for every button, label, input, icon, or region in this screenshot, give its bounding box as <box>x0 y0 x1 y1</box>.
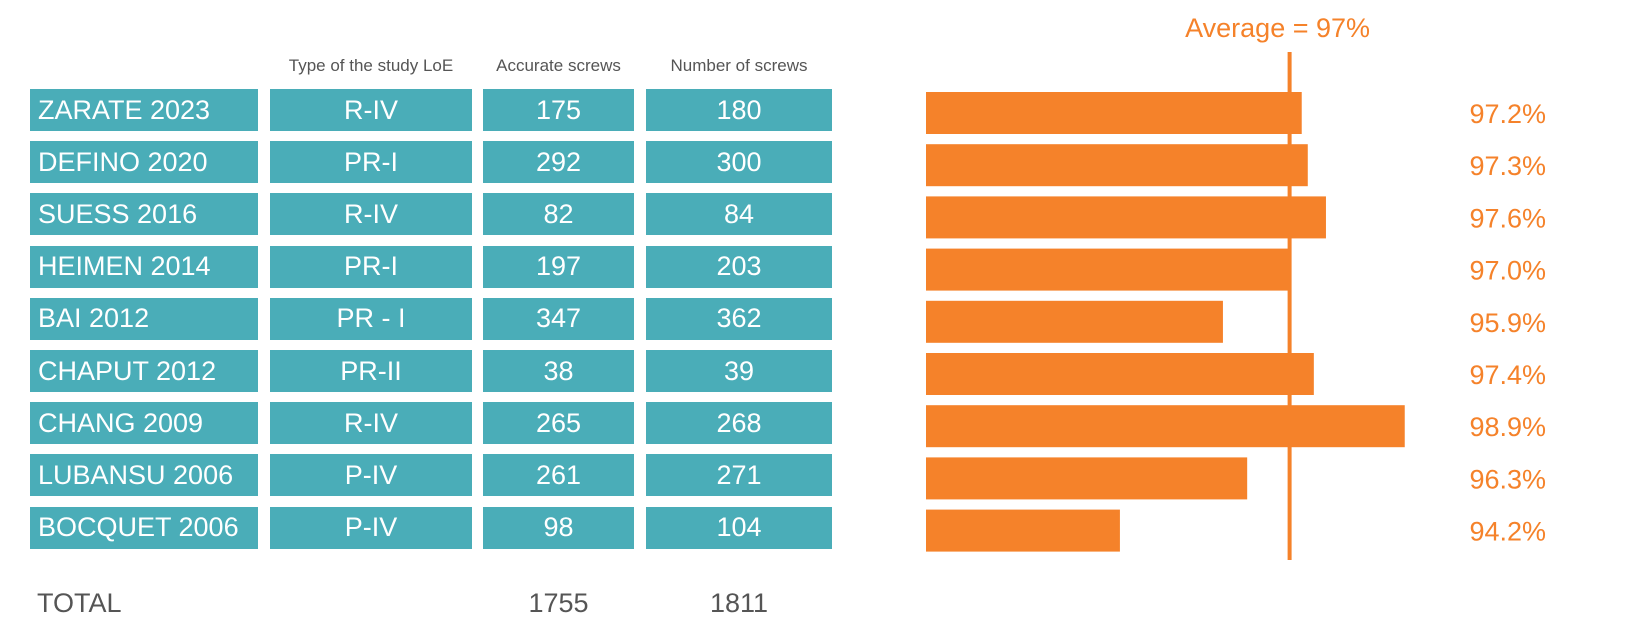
bar-value-label-5: 97.4% <box>1469 360 1546 390</box>
study-name-cell: HEIMEN 2014 <box>30 245 258 288</box>
study-name-cell: LUBANSU 2006 <box>30 454 258 497</box>
number-of-screws-cell: 362 <box>646 297 832 340</box>
study-type-cell: PR-I <box>270 141 472 184</box>
number-of-screws-cell: 268 <box>646 402 832 445</box>
bar-0 <box>926 92 1302 134</box>
accurate-screws-cell: 292 <box>483 141 634 184</box>
bar-6 <box>926 405 1405 448</box>
header-number-of-screws: Number of screws <box>670 56 808 75</box>
bar-1 <box>926 144 1308 187</box>
average-label: Average = 97% <box>1185 13 1370 43</box>
bar-4 <box>926 300 1223 343</box>
study-type-cell: R-IV <box>270 89 472 131</box>
number-of-screws-cell: 104 <box>646 506 832 549</box>
study-type-cell: P-IV <box>270 506 472 549</box>
accurate-screws-cell: 265 <box>483 402 634 445</box>
header-accurate-screws: Accurate screws <box>496 56 621 75</box>
number-of-screws-cell: 271 <box>646 454 832 497</box>
bar-value-label-4: 95.9% <box>1469 308 1546 338</box>
study-type-cell: PR-I <box>270 245 472 288</box>
study-type-cell: PR-II <box>270 350 472 392</box>
study-name-cell: ZARATE 2023 <box>30 89 258 131</box>
accurate-screws-cell: 175 <box>483 89 634 131</box>
total-accurate: 1755 <box>528 588 589 618</box>
accurate-screws-cell: 261 <box>483 454 634 497</box>
number-of-screws-cell: 84 <box>646 193 832 236</box>
number-of-screws-cell: 180 <box>646 89 832 131</box>
study-type-cell: R-IV <box>270 193 472 236</box>
study-name-cell: SUESS 2016 <box>30 193 258 236</box>
accurate-screws-cell: 38 <box>483 350 634 392</box>
number-of-screws-cell: 39 <box>646 350 832 392</box>
bar-2 <box>926 196 1326 239</box>
header-type: Type of the study LoE <box>288 56 454 75</box>
bar-7 <box>926 457 1248 500</box>
total-number: 1811 <box>709 588 769 618</box>
study-type-cell: PR - I <box>270 297 472 340</box>
study-type-cell: P-IV <box>270 454 472 497</box>
study-name-cell: CHANG 2009 <box>30 402 258 445</box>
accurate-screws-cell: 82 <box>483 193 634 236</box>
accurate-screws-cell: 197 <box>483 245 634 288</box>
bar-3 <box>926 248 1290 291</box>
number-of-screws-cell: 203 <box>646 245 832 288</box>
accurate-screws-cell: 347 <box>483 297 634 340</box>
study-name-cell: BOCQUET 2006 <box>30 506 258 549</box>
bar-value-label-8: 94.2% <box>1469 517 1546 547</box>
study-type-cell: R-IV <box>270 402 472 445</box>
bar-value-label-2: 97.6% <box>1469 203 1546 233</box>
total-label: TOTAL <box>37 588 122 618</box>
number-of-screws-cell: 300 <box>646 141 832 184</box>
bar-value-label-6: 98.9% <box>1469 412 1546 442</box>
study-name-cell: BAI 2012 <box>30 297 258 340</box>
bar-value-label-3: 97.0% <box>1469 256 1546 286</box>
study-name-cell: DEFINO 2020 <box>30 141 258 184</box>
bar-5 <box>926 353 1314 395</box>
bar-value-label-1: 97.3% <box>1469 151 1546 181</box>
bar-8 <box>926 509 1120 552</box>
accurate-screws-cell: 98 <box>483 506 634 549</box>
bar-value-label-7: 96.3% <box>1469 464 1546 494</box>
study-name-cell: CHAPUT 2012 <box>30 350 258 392</box>
bar-value-label-0: 97.2% <box>1469 99 1546 129</box>
